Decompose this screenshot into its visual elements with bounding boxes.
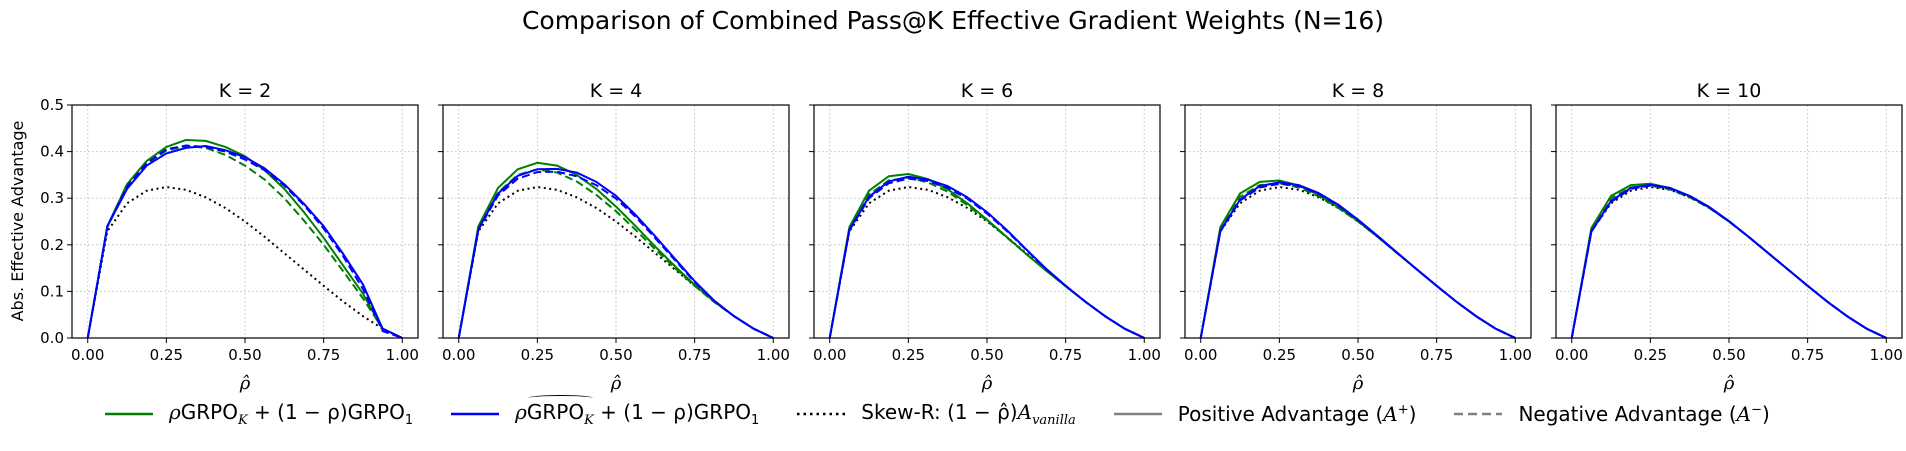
x-tick-label: 1.00	[1870, 346, 1903, 364]
series-line-blue-dashed	[457, 170, 774, 339]
panel-4: 0.00 0.25 0.50 0.75 1.00 K = 8 ρ̂	[1180, 80, 1532, 394]
legend-label-green: ρGRPOK + (1 − ρ)GRPO1	[169, 400, 414, 428]
x-tick-label: 0.50	[599, 346, 632, 364]
panel-title: K = 2	[219, 80, 272, 102]
y-tick-label: 0.3	[40, 189, 64, 207]
legend-item-negative: Negative Advantage (A−)	[1454, 402, 1770, 426]
y-tick-label: 0.5	[40, 96, 64, 114]
x-tick-label: 0.50	[1341, 346, 1374, 364]
series-line-blue-solid	[828, 175, 1145, 339]
series-line-blue-dashed	[1570, 184, 1887, 339]
x-tick-label: 0.25	[892, 346, 925, 364]
panel-title: K = 10	[1697, 80, 1762, 102]
x-tick-label: 0.50	[228, 346, 261, 364]
legend-label-negative: Negative Advantage (A−)	[1518, 402, 1770, 426]
legend-label-skew: Skew-R: (1 − ρ̂)Avanilla	[861, 400, 1076, 428]
legend-item-positive: Positive Advantage (A+)	[1113, 402, 1417, 426]
legend-label-positive: Positive Advantage (A+)	[1177, 402, 1417, 426]
tilde-mark: GRPOK	[526, 395, 594, 428]
panel-title: K = 8	[1332, 80, 1385, 102]
charts-svg: 0.00 0.25 0.50 0.75 1.00 0.0 0.1 0.2 0.3 0.4 0.5 K …	[8, 80, 1903, 394]
x-tick-label: 0.25	[521, 346, 554, 364]
x-tick-label: 0.75	[307, 346, 340, 364]
series-line-blue-solid	[86, 145, 403, 339]
x-axis-label: ρ̂	[1352, 373, 1364, 394]
series-line-green-dashed	[86, 145, 403, 339]
y-tick-label: 0.1	[40, 282, 64, 300]
legend-item-green: ρGRPOK + (1 − ρ)GRPO1	[105, 400, 413, 428]
legend-swatch-green-solid	[105, 412, 153, 416]
panel-title: K = 6	[961, 80, 1014, 102]
legend-item-skew: Skew-R: (1 − ρ̂)Avanilla	[797, 400, 1076, 428]
figure-title: Comparison of Combined Pass@K Effective …	[521, 6, 1385, 35]
y-tick-label: 0.2	[40, 236, 64, 254]
x-tick-label: 0.25	[1263, 346, 1296, 364]
legend-swatch-gray-solid	[1113, 412, 1162, 416]
x-tick-label: 0.75	[678, 346, 711, 364]
x-tick-label: 0.25	[150, 346, 183, 364]
legend-swatch-black-dotted	[797, 412, 846, 416]
legend: ρGRPOK + (1 − ρ)GRPO1 ρGRPOK + (1 − ρ)GR…	[105, 395, 1770, 428]
panel-3: 0.00 0.25 0.50 0.75 1.00 K = 6 ρ̂	[809, 80, 1161, 394]
x-tick-label: 0.50	[970, 346, 1003, 364]
x-tick-label: 0.25	[1634, 346, 1667, 364]
x-axis-label: ρ̂	[1723, 373, 1735, 394]
legend-swatch-blue-solid	[451, 412, 500, 416]
legend-item-blue: ρGRPOK + (1 − ρ)GRPO1	[451, 395, 760, 428]
panel-title: K = 4	[590, 80, 643, 102]
x-tick-label: 0.75	[1049, 346, 1082, 364]
panel-2: 0.00 0.25 0.50 0.75 1.00 K = 4 ρ̂	[438, 80, 790, 394]
x-tick-label: 1.00	[1128, 346, 1161, 364]
x-tick-label: 1.00	[386, 346, 419, 364]
x-tick-label: 0.00	[1555, 346, 1588, 364]
x-tick-label: 0.00	[813, 346, 846, 364]
legend-label-blue: ρGRPOK + (1 − ρ)GRPO1	[515, 395, 760, 428]
x-tick-label: 0.00	[1184, 346, 1217, 364]
series-line-blue-solid	[457, 167, 774, 339]
x-tick-label: 0.00	[71, 346, 104, 364]
y-tick-label: 0.0	[40, 329, 64, 347]
legend-swatch-gray-dashed	[1454, 412, 1503, 416]
y-axis-label: Abs. Effective Advantage	[8, 121, 27, 322]
x-axis-label: ρ̂	[981, 373, 993, 394]
x-axis-label: ρ̂	[239, 373, 251, 394]
x-tick-label: 1.00	[1499, 346, 1532, 364]
series-line-green-solid	[1570, 182, 1887, 339]
x-tick-label: 0.50	[1712, 346, 1745, 364]
series-line-black-dotted	[86, 186, 403, 339]
series-line-blue-dashed	[828, 177, 1145, 339]
series-line-blue-dashed	[86, 144, 403, 339]
x-tick-label: 1.00	[757, 346, 790, 364]
x-tick-label: 0.75	[1791, 346, 1824, 364]
y-tick-label: 0.4	[40, 143, 64, 161]
panel-5: 0.00 0.25 0.50 0.75 1.00 K = 10 ρ̂	[1551, 80, 1903, 394]
panel-1: 0.00 0.25 0.50 0.75 1.00 0.0 0.1 0.2 0.3 0.4 0.5 K …	[40, 80, 419, 394]
x-tick-label: 0.75	[1420, 346, 1453, 364]
series-line-blue-dashed	[1199, 182, 1516, 339]
x-axis-label: ρ̂	[610, 373, 622, 394]
x-tick-label: 0.00	[442, 346, 475, 364]
